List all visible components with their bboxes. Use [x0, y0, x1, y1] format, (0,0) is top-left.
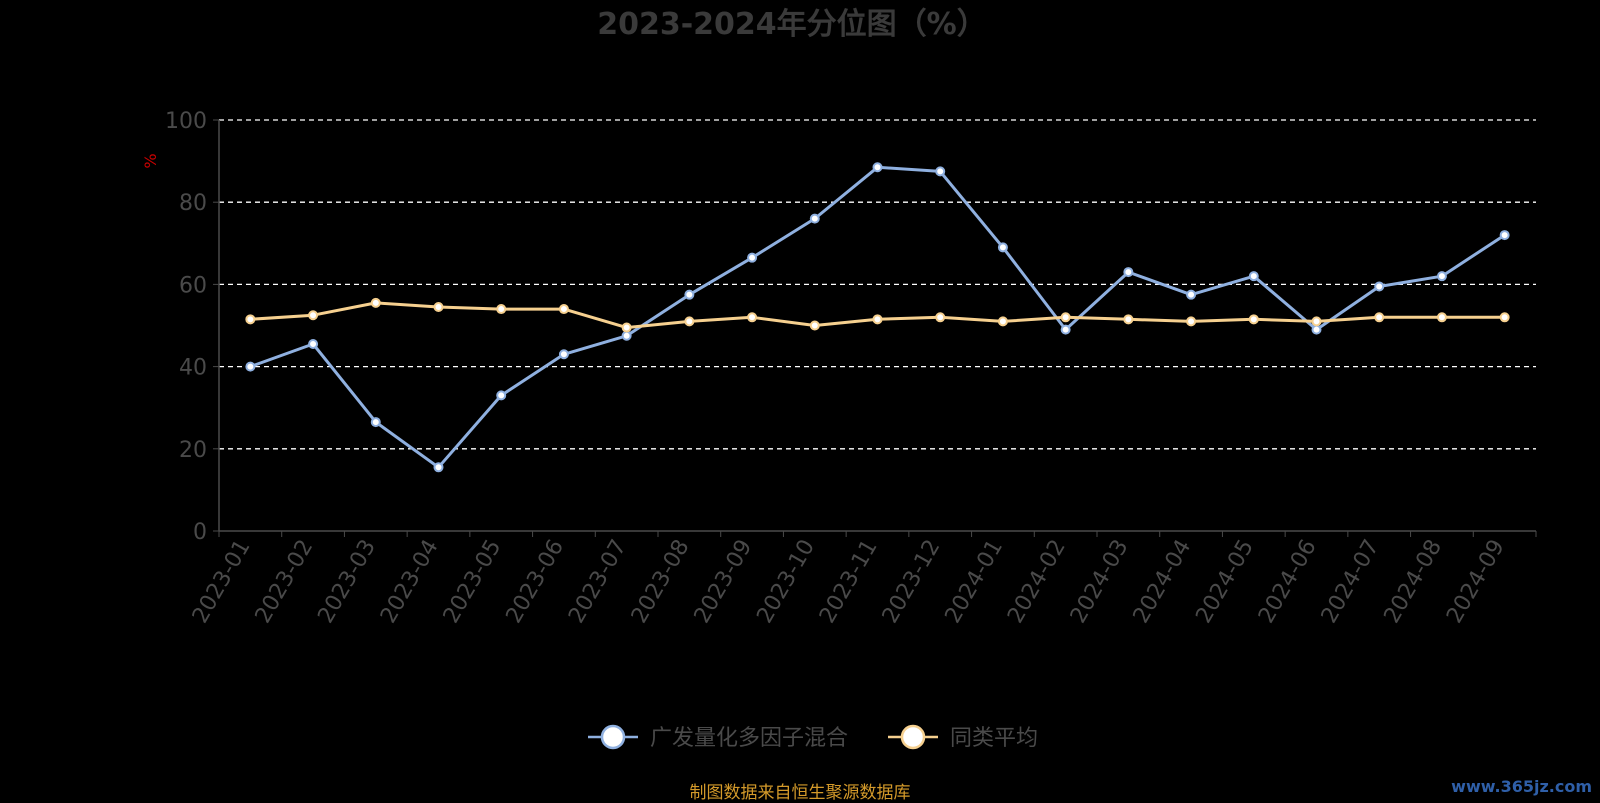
x-tick-label: 2023-04 [376, 536, 444, 628]
data-point [1436, 312, 1447, 323]
x-tick-label: 2023-02 [251, 536, 319, 628]
y-tick-label: 0 [193, 520, 207, 545]
data-point [1311, 324, 1322, 335]
legend[interactable]: 广发量化多因子混合 同类平均 [588, 724, 1038, 751]
x-tick-label: 2024-03 [1066, 536, 1134, 628]
data-point [308, 338, 319, 349]
x-tick-label: 2023-05 [439, 536, 507, 628]
legend-label: 广发量化多因子混合 [650, 726, 848, 751]
y-tick-label: 60 [179, 273, 207, 298]
legend-label: 同类平均 [950, 726, 1038, 751]
data-source-note: 制图数据来自恒生聚源数据库 [689, 783, 911, 803]
axes: 0 20 40 60 80 100 2023-012023-022023-032023-04… [165, 109, 1537, 628]
x-tick-label: 2024-04 [1129, 536, 1197, 628]
data-point [245, 314, 256, 325]
data-point [1248, 314, 1259, 325]
data-point [433, 302, 444, 313]
data-point [809, 213, 820, 224]
data-point [1248, 271, 1259, 282]
legend-item-2[interactable]: 同类平均 [888, 724, 1038, 751]
data-point [558, 349, 569, 360]
y-tick-label: 80 [179, 191, 207, 216]
x-tick-label: 2024-06 [1254, 536, 1322, 628]
x-tick-label: 2023-07 [564, 536, 632, 628]
y-tick-label: 20 [179, 438, 207, 463]
data-point [496, 304, 507, 315]
legend-marker [600, 724, 626, 750]
y-axis-label: % [141, 153, 160, 168]
data-point [997, 316, 1008, 327]
data-point [1374, 312, 1385, 323]
x-tick-label: 2023-06 [502, 536, 570, 628]
data-point [997, 242, 1008, 253]
grid-lines [219, 119, 1536, 450]
data-point [1186, 316, 1197, 327]
watermark: www.365jz.com [1451, 777, 1592, 796]
data-point [872, 162, 883, 173]
series-layer [245, 162, 1510, 473]
x-tick-label: 2024-08 [1380, 536, 1448, 628]
data-point [747, 312, 758, 323]
x-tick-label: 2023-09 [690, 536, 758, 628]
data-point [1123, 314, 1134, 325]
data-point [935, 166, 946, 177]
data-point [1186, 289, 1197, 300]
x-tick-label: 2024-02 [1003, 536, 1071, 628]
data-point [1060, 312, 1071, 323]
data-point [245, 361, 256, 372]
data-point [684, 316, 695, 327]
data-point [308, 310, 319, 321]
x-tick-label: 2024-09 [1442, 536, 1510, 628]
y-tick-label: 40 [179, 356, 207, 381]
data-point [558, 304, 569, 315]
x-tick-label: 2024-07 [1317, 536, 1385, 628]
data-point [1436, 271, 1447, 282]
data-point [1499, 312, 1510, 323]
data-point [496, 390, 507, 401]
data-point [370, 417, 381, 428]
legend-item-1[interactable]: 广发量化多因子混合 [588, 724, 848, 751]
data-point [747, 252, 758, 263]
data-point [935, 312, 946, 323]
data-point [1060, 324, 1071, 335]
x-tick-label: 2023-03 [313, 536, 381, 628]
data-point [1123, 267, 1134, 278]
data-point [621, 322, 632, 333]
x-tick-label: 2023-08 [627, 536, 695, 628]
data-point [809, 320, 820, 331]
data-point [872, 314, 883, 325]
y-tick-label: 100 [165, 109, 207, 134]
legend-marker [900, 724, 926, 750]
x-tick-label: 2023-12 [878, 536, 946, 628]
x-tick-label: 2024-01 [941, 536, 1009, 628]
data-point [1374, 281, 1385, 292]
data-point [1499, 230, 1510, 241]
x-tick-label: 2023-01 [188, 536, 256, 628]
data-point [621, 330, 632, 341]
x-tick-label: 2023-11 [815, 536, 883, 628]
chart-title: 2023-2024年分位图（%） [597, 7, 987, 42]
x-tick-label: 2024-05 [1191, 536, 1259, 628]
data-point [370, 297, 381, 308]
data-point [684, 289, 695, 300]
data-point [1311, 316, 1322, 327]
x-tick-label: 2023-10 [752, 536, 820, 628]
data-point [433, 462, 444, 473]
